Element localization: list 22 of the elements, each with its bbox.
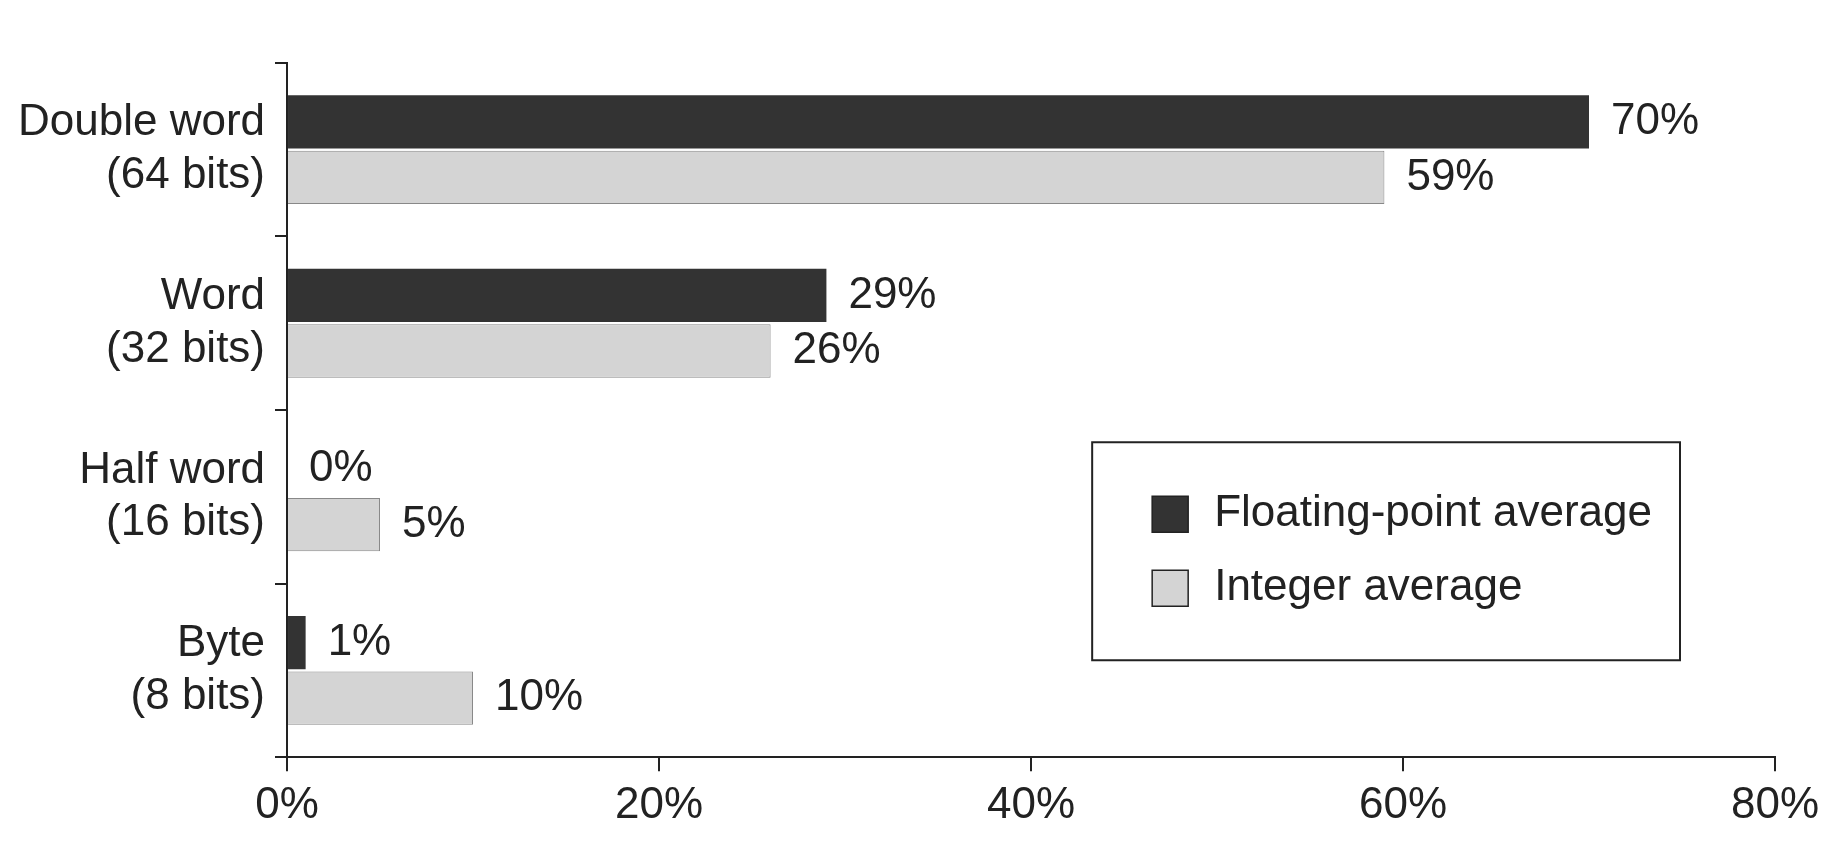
- bar: [288, 615, 306, 670]
- legend-label: Integer average: [1214, 560, 1523, 610]
- data-label: 5%: [402, 496, 466, 546]
- data-label: 29%: [848, 267, 937, 317]
- x-tick-label: 80%: [1730, 777, 1820, 827]
- x-tick-label: 0%: [255, 777, 319, 827]
- data-label: 0%: [309, 441, 373, 491]
- x-tick-label: 20%: [614, 777, 704, 827]
- y-tick-label: Double word (64 bits): [18, 95, 266, 198]
- data-label: 10%: [495, 670, 584, 720]
- y-tick-label: Half word (16 bits): [79, 442, 266, 545]
- y-tick-label: Word (32 bits): [106, 268, 266, 371]
- data-label: 70%: [1611, 93, 1700, 143]
- bar: [288, 95, 1589, 149]
- data-label: 26%: [792, 323, 881, 373]
- x-tick-label: 40%: [986, 777, 1076, 827]
- data-label: 1%: [327, 614, 392, 664]
- legend-label: Floating-point average: [1214, 486, 1653, 536]
- data-label: 59%: [1406, 149, 1495, 199]
- bar: [288, 268, 827, 323]
- x-tick-label: 60%: [1358, 777, 1448, 827]
- y-tick-label: Byte (8 bits): [130, 616, 266, 718]
